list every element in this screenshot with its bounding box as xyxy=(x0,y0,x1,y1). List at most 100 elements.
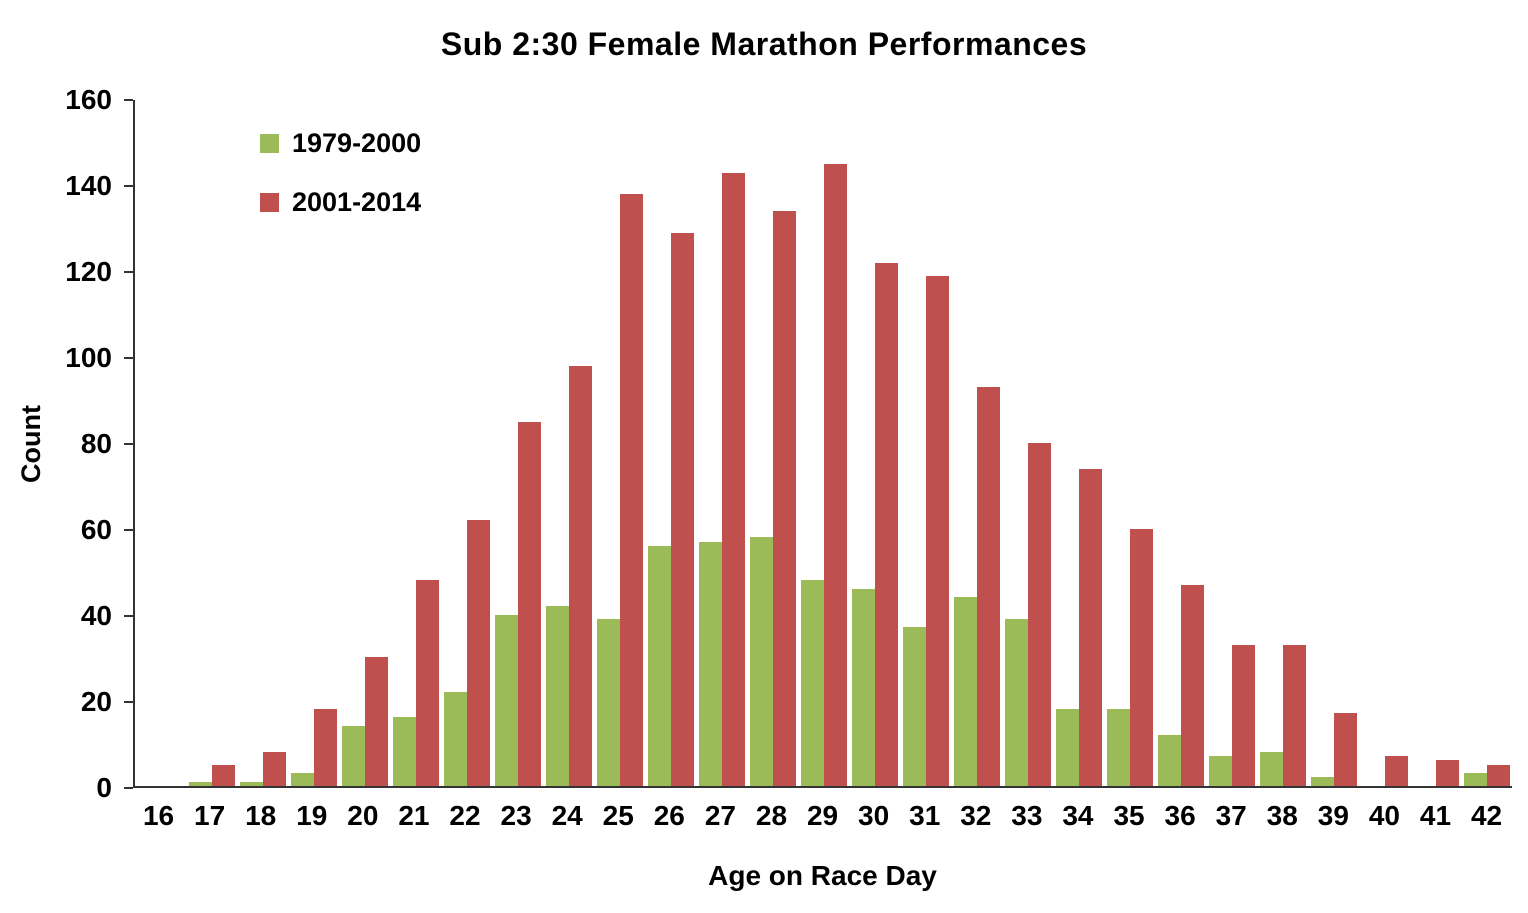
bar-group-age-22 xyxy=(441,100,492,786)
bar-1979-2000-age-18 xyxy=(239,781,263,786)
bar-2001-2014-age-32 xyxy=(976,387,1000,786)
bar-group-age-17 xyxy=(186,100,237,786)
bar-1979-2000-age-39 xyxy=(1310,777,1334,786)
bar-1979-2000-age-38 xyxy=(1259,751,1283,786)
bar-2001-2014-age-24 xyxy=(568,365,592,786)
bar-group-age-34 xyxy=(1053,100,1104,786)
y-axis-tick-labels: 0 20 40 60 80 100 120 140 160 xyxy=(0,85,112,803)
bar-1979-2000-age-24 xyxy=(545,605,569,786)
legend-label-1979-2000: 1979-2000 xyxy=(292,128,422,158)
bar-group-age-27 xyxy=(696,100,747,786)
bar-2001-2014-age-19 xyxy=(313,708,337,786)
x-tick-37: 37 xyxy=(1215,800,1247,831)
bar-group-age-25 xyxy=(594,100,645,786)
bar-2001-2014-age-35 xyxy=(1129,528,1153,786)
x-tick-31: 31 xyxy=(909,800,941,831)
bar-2001-2014-age-33 xyxy=(1027,443,1051,786)
x-tick-38: 38 xyxy=(1266,800,1298,831)
bar-2001-2014-age-25 xyxy=(619,194,643,786)
bar-group-age-18 xyxy=(237,100,288,786)
bar-1979-2000-age-19 xyxy=(290,773,314,786)
x-tick-19: 19 xyxy=(296,800,328,831)
x-tick-22: 22 xyxy=(449,800,481,831)
bar-2001-2014-age-27 xyxy=(721,172,745,786)
legend: 1979-2000 2001-2014 xyxy=(260,128,421,218)
bar-2001-2014-age-42 xyxy=(1486,764,1510,786)
x-tick-33: 33 xyxy=(1011,800,1043,831)
x-tick-35: 35 xyxy=(1113,800,1145,831)
x-tick-23: 23 xyxy=(500,800,532,831)
bar-1979-2000-age-35 xyxy=(1106,708,1130,786)
x-tick-24: 24 xyxy=(551,800,583,831)
bar-group-age-28 xyxy=(747,100,798,786)
bar-1979-2000-age-29 xyxy=(800,580,824,786)
y-tickmark-80 xyxy=(124,443,133,445)
x-tick-36: 36 xyxy=(1164,800,1196,831)
bar-1979-2000-age-32 xyxy=(953,597,977,786)
bar-2001-2014-age-18 xyxy=(262,751,286,786)
bar-group-age-20 xyxy=(339,100,390,786)
x-tick-21: 21 xyxy=(398,800,430,831)
bar-group-age-42 xyxy=(1461,100,1512,786)
bar-2001-2014-age-23 xyxy=(517,421,541,786)
bar-2001-2014-age-21 xyxy=(415,580,439,786)
x-tick-18: 18 xyxy=(245,800,277,831)
legend-swatch-1979-2000 xyxy=(260,134,279,153)
bar-group-age-21 xyxy=(390,100,441,786)
bar-group-age-41 xyxy=(1410,100,1461,786)
legend-item-2001-2014: 2001-2014 xyxy=(260,187,421,218)
bar-1979-2000-age-26 xyxy=(647,545,671,786)
bar-group-age-37 xyxy=(1206,100,1257,786)
y-tickmark-60 xyxy=(124,529,133,531)
bar-1979-2000-age-23 xyxy=(494,614,518,786)
y-tick-160: 160 xyxy=(65,84,112,115)
y-tickmark-120 xyxy=(124,271,133,273)
bar-group-age-26 xyxy=(645,100,696,786)
bar-1979-2000-age-30 xyxy=(851,588,875,786)
y-tick-120: 120 xyxy=(65,256,112,287)
y-tickmark-40 xyxy=(124,615,133,617)
chart-title: Sub 2:30 Female Marathon Performances xyxy=(440,26,1088,62)
x-tick-29: 29 xyxy=(806,800,839,831)
y-tick-80: 80 xyxy=(80,428,112,459)
bar-1979-2000-age-21 xyxy=(392,717,416,786)
x-axis-title: Age on Race Day xyxy=(708,860,937,891)
x-tick-28: 28 xyxy=(755,800,788,831)
bar-1979-2000-age-28 xyxy=(749,537,773,786)
bar-2001-2014-age-28 xyxy=(772,211,796,786)
y-tick-140: 140 xyxy=(65,170,112,201)
x-tick-27: 27 xyxy=(704,800,736,831)
legend-label-2001-2014: 2001-2014 xyxy=(292,187,422,217)
bar-1979-2000-age-20 xyxy=(341,725,365,786)
bar-1979-2000-age-17 xyxy=(188,781,212,786)
bar-group-age-30 xyxy=(849,100,900,786)
y-tick-0: 0 xyxy=(96,772,112,803)
bar-1979-2000-age-22 xyxy=(443,691,467,786)
bar-group-age-16 xyxy=(135,100,186,786)
y-tickmark-100 xyxy=(124,357,133,359)
y-tick-100: 100 xyxy=(65,342,112,373)
x-tick-17: 17 xyxy=(194,800,226,831)
bar-group-age-19 xyxy=(288,100,339,786)
bar-group-age-31 xyxy=(900,100,951,786)
y-tick-20: 20 xyxy=(80,686,112,717)
x-tick-39: 39 xyxy=(1317,800,1349,831)
bar-2001-2014-age-37 xyxy=(1231,644,1255,786)
bar-group-age-33 xyxy=(1002,100,1053,786)
bar-group-age-24 xyxy=(543,100,594,786)
bar-1979-2000-age-36 xyxy=(1157,734,1181,786)
bar-group-age-32 xyxy=(951,100,1002,786)
bar-2001-2014-age-38 xyxy=(1282,644,1306,786)
bar-1979-2000-age-25 xyxy=(596,618,620,786)
bar-2001-2014-age-34 xyxy=(1078,468,1102,786)
y-tickmark-0 xyxy=(124,787,133,789)
y-tickmark-140 xyxy=(124,185,133,187)
bar-group-age-36 xyxy=(1155,100,1206,786)
bar-group-age-38 xyxy=(1257,100,1308,786)
x-tick-34: 34 xyxy=(1062,800,1094,831)
x-tick-25: 25 xyxy=(602,800,634,831)
y-tickmark-160 xyxy=(124,99,133,101)
bar-2001-2014-age-29 xyxy=(823,164,847,786)
bar-2001-2014-age-22 xyxy=(466,520,490,786)
bar-2001-2014-age-20 xyxy=(364,657,388,786)
